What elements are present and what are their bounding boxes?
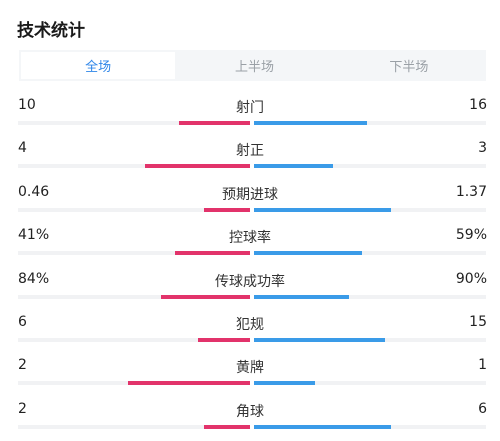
home-bar-track — [18, 294, 250, 299]
stat-label: 角球 — [236, 403, 264, 420]
away-bar-track — [254, 207, 486, 212]
away-bar-track — [254, 251, 486, 256]
stat-row: 41% 控球率 59% — [0, 227, 500, 267]
stat-row: 4 射正 3 — [0, 140, 500, 180]
home-bar-track — [18, 338, 250, 342]
home-bar — [204, 207, 250, 212]
stat-row: 10 射门 16 — [0, 97, 500, 137]
home-bar-track — [18, 207, 250, 212]
home-value: 6 — [18, 314, 27, 330]
tab-second-half[interactable]: 下半场 — [389, 60, 429, 75]
stat-row: 2 角球 6 — [0, 401, 500, 441]
home-bar-track — [18, 164, 250, 169]
stat-row: 6 犯规 15 — [0, 314, 500, 354]
stat-label: 射门 — [236, 100, 264, 116]
away-value: 59% — [455, 227, 487, 244]
away-value: 15 — [469, 314, 487, 330]
away-bar — [254, 294, 349, 299]
home-value: 2 — [18, 400, 27, 417]
stat-label: 犯规 — [236, 317, 264, 333]
home-value: 4 — [18, 140, 27, 157]
tab-first-half[interactable]: 上半场 — [234, 60, 274, 75]
stat-label: 射正 — [236, 143, 264, 160]
away-bar-track — [254, 164, 486, 169]
away-bar — [254, 251, 363, 256]
away-bar — [254, 164, 333, 169]
away-bar-track — [254, 338, 486, 342]
away-value: 1 — [478, 357, 487, 374]
home-bar — [197, 338, 250, 342]
away-value: 6 — [478, 400, 487, 417]
away-bar-track — [254, 294, 486, 299]
away-bar-track — [254, 381, 486, 386]
away-value: 90% — [455, 270, 487, 287]
home-bar-track — [18, 251, 250, 256]
home-bar-track — [18, 424, 250, 429]
home-value: 41% — [18, 227, 50, 244]
home-value: 10 — [18, 97, 36, 113]
home-value: 0.46 — [18, 183, 50, 200]
away-bar — [254, 381, 316, 386]
home-bar — [204, 424, 250, 429]
away-bar — [254, 207, 392, 212]
home-value: 84% — [18, 270, 50, 287]
stat-label: 黄牌 — [236, 360, 264, 377]
home-value: 2 — [18, 357, 27, 374]
away-bar-track — [254, 121, 486, 125]
stat-label: 传球成功率 — [215, 273, 285, 290]
period-tabs: 全场 上半场 下半场 — [19, 50, 486, 81]
home-bar — [161, 294, 250, 299]
away-value: 16 — [469, 97, 487, 113]
tab-full-match[interactable]: 全场 — [21, 52, 176, 79]
home-bar-track — [18, 121, 250, 125]
stat-label: 控球率 — [229, 230, 271, 247]
away-bar — [254, 121, 367, 125]
away-bar — [254, 338, 385, 342]
away-value: 1.37 — [455, 183, 487, 200]
home-bar — [174, 251, 250, 256]
home-bar-track — [18, 381, 250, 386]
home-bar — [179, 121, 250, 125]
stat-row: 84% 传球成功率 90% — [0, 271, 500, 311]
home-bar — [145, 164, 250, 169]
stat-row: 2 黄牌 1 — [0, 357, 500, 397]
page-title: 技术统计 — [17, 21, 85, 41]
stat-label: 预期进球 — [222, 186, 278, 203]
away-bar-track — [254, 424, 486, 429]
stat-row: 0.46 预期进球 1.37 — [0, 184, 500, 224]
home-bar — [127, 381, 250, 386]
away-bar — [254, 424, 392, 429]
away-value: 3 — [478, 140, 487, 157]
